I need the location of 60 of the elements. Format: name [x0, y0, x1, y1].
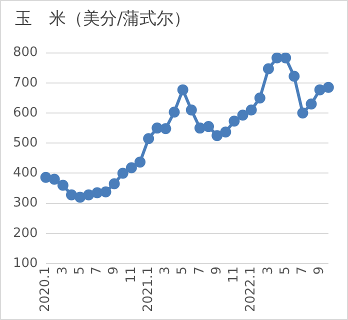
x-tick-label: 7	[90, 266, 105, 275]
x-tick-label: 3	[260, 266, 276, 275]
point	[194, 122, 206, 134]
point	[48, 174, 60, 185]
point	[288, 70, 300, 82]
point	[168, 106, 180, 118]
y-tick-label: 500	[12, 135, 38, 150]
point	[117, 168, 128, 179]
x-tick-label: 2022.1	[244, 266, 259, 312]
point	[92, 187, 103, 198]
point	[160, 123, 172, 134]
y-tick-label: 700	[12, 75, 38, 90]
point	[108, 178, 120, 190]
point	[83, 189, 94, 200]
x-tick-label: 7	[192, 266, 208, 275]
point	[152, 122, 163, 134]
x-tick-label: 2020.1	[38, 266, 54, 312]
point	[74, 192, 86, 203]
point	[306, 98, 317, 110]
point	[322, 82, 334, 93]
y-tick-label: 400	[12, 166, 38, 181]
point	[297, 108, 308, 119]
point	[237, 110, 248, 121]
point	[100, 186, 112, 198]
point	[40, 172, 52, 183]
point	[57, 180, 68, 191]
point	[212, 130, 223, 142]
point	[254, 92, 266, 104]
x-tick-label: 2021.1	[140, 266, 156, 312]
point	[272, 52, 283, 64]
x-tick-label: 3	[158, 266, 174, 275]
point	[126, 162, 137, 174]
y-tick-label: 100	[12, 256, 38, 271]
point	[143, 133, 154, 144]
point	[203, 121, 214, 132]
point	[177, 84, 188, 96]
point	[134, 156, 146, 168]
x-tick-label: 11	[124, 266, 139, 284]
point	[280, 52, 292, 64]
y-tick-label: 300	[12, 196, 38, 211]
point	[246, 104, 257, 116]
point	[186, 104, 197, 116]
point	[66, 189, 78, 200]
point	[220, 126, 232, 138]
x-tick-label: 7	[295, 266, 310, 275]
x-tick-label: 5	[278, 266, 293, 275]
x-tick-label: 3	[55, 266, 70, 275]
x-tick-label: 9	[209, 266, 224, 275]
y-tick-label: 800	[12, 45, 38, 60]
x-tick-label: 5	[72, 266, 88, 275]
y-tick-label: 600	[12, 105, 38, 120]
chart-title: 玉 米（美分/蒲式尔）	[14, 8, 192, 31]
x-tick-label: 9	[106, 266, 122, 275]
point	[262, 63, 274, 74]
x-tick-label: 5	[175, 266, 190, 275]
x-tick-label: 9	[312, 266, 328, 275]
point	[314, 84, 326, 96]
y-tick-label: 200	[12, 226, 38, 241]
point	[228, 116, 240, 127]
x-tick-label: 11	[226, 266, 242, 284]
